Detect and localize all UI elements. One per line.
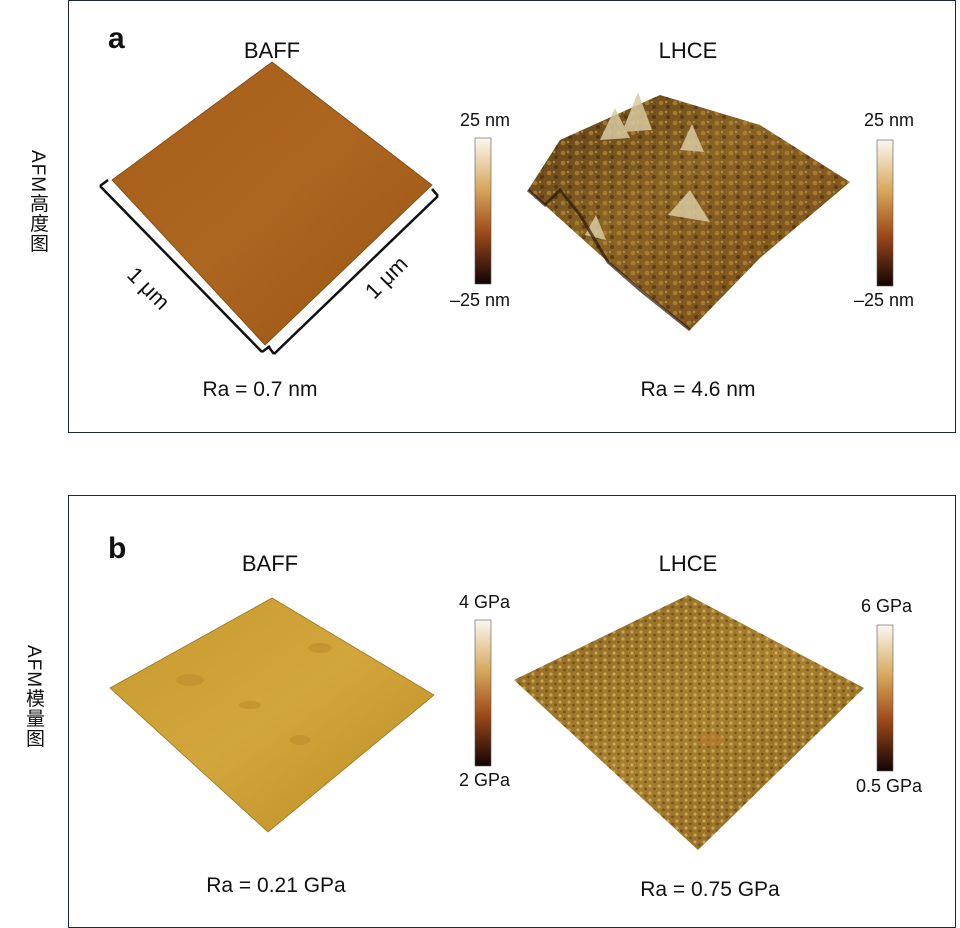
scale-bar-left [99, 185, 263, 353]
colorbar-b-left [474, 619, 492, 767]
lhce-height-peaks [585, 92, 710, 240]
panel-b-right-title: LHCE [658, 551, 718, 576]
colorbar-a-left [474, 137, 492, 285]
colorbar-a-right-bottom: –25 nm [853, 290, 914, 310]
panel-a-left-ra: Ra = 0.7 nm [202, 378, 318, 401]
panel-b-left-ra: Ra = 0.21 GPa [206, 874, 346, 897]
panel-a-right-title: LHCE [658, 38, 718, 63]
colorbar-a-right-top: 25 nm [863, 110, 914, 130]
panel-b-right-ra: Ra = 0.75 GPa [640, 878, 780, 901]
colorbar-b-right-top: 6 GPa [860, 596, 912, 616]
colorbar-b-right-bottom: 0.5 GPa [855, 776, 922, 796]
side-label-modulus-map: AFM模量图 [23, 645, 44, 749]
baff-height-surface [111, 61, 433, 346]
colorbar-b-left-top: 4 GPa [458, 592, 510, 612]
panel-a-right-ra: Ra = 4.6 nm [640, 378, 756, 401]
panel-a-left-title: BAFF [243, 38, 301, 63]
colorbar-a-right [876, 139, 894, 287]
colorbar-a-left-top: 25 nm [459, 110, 510, 130]
panel-letter-b: b [108, 532, 127, 565]
colorbar-a-left-bottom: –25 nm [449, 290, 510, 310]
panel-letter-a: a [108, 22, 125, 55]
side-label-height-map: AFM高度图 [27, 150, 48, 254]
colorbar-b-left-bottom: 2 GPa [458, 770, 510, 790]
scale-bar-right [273, 195, 439, 355]
baff-modulus-surface [109, 597, 435, 833]
panel-b-left-title: BAFF [241, 551, 299, 576]
colorbar-b-right [876, 624, 894, 772]
